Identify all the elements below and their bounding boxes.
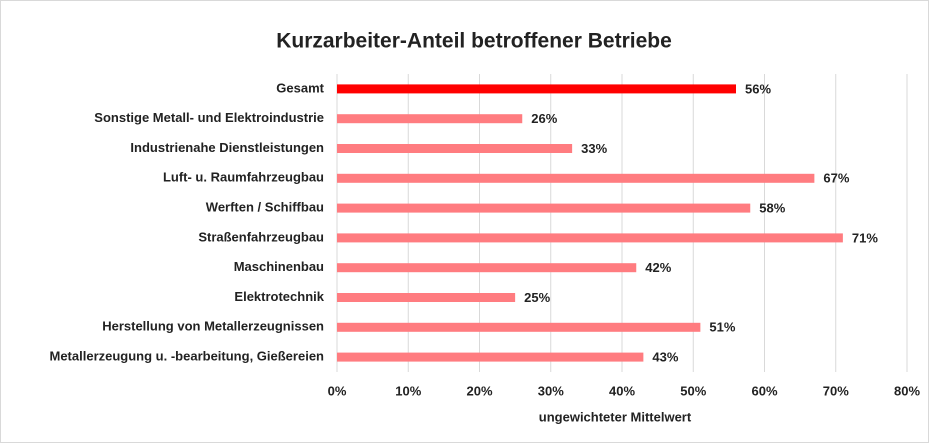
data-label: 71%	[852, 230, 878, 245]
x-tick-label: 50%	[680, 383, 706, 398]
y-tick-label: Luft- u. Raumfahrzeugbau	[163, 170, 324, 185]
x-axis-label: ungewichteter Mittelwert	[539, 409, 692, 424]
y-tick-label: Metallerzeugung u. -bearbeitung, Gießere…	[50, 349, 325, 364]
bar	[337, 203, 751, 213]
data-label: 33%	[581, 141, 607, 156]
x-tick-label: 80%	[894, 383, 920, 398]
bar	[337, 322, 701, 332]
y-tick-label: Elektrotechnik	[234, 289, 324, 304]
data-label: 43%	[652, 350, 678, 365]
data-label: 58%	[759, 201, 785, 216]
y-tick-label: Herstellung von Metallerzeugnissen	[102, 319, 324, 334]
x-tick-label: 20%	[466, 383, 492, 398]
bar	[337, 233, 843, 243]
x-tick-label: 60%	[751, 383, 777, 398]
data-label: 42%	[645, 260, 671, 275]
data-label: 67%	[823, 171, 849, 186]
bar	[337, 173, 815, 183]
x-tick-label: 0%	[328, 383, 347, 398]
bar	[337, 144, 573, 153]
data-label: 25%	[524, 290, 550, 305]
y-tick-label: Industrienahe Dienstleistungen	[130, 140, 324, 155]
data-label: 26%	[531, 111, 557, 126]
bar	[337, 263, 637, 273]
x-tick-label: 30%	[538, 383, 564, 398]
chart-title: Kurzarbeiter-Anteil betroffener Betriebe	[276, 30, 672, 53]
y-tick-label: Maschinenbau	[234, 259, 324, 274]
x-tick-label: 40%	[609, 383, 635, 398]
bar	[337, 114, 523, 124]
y-tick-label: Sonstige Metall- und Elektroindustrie	[94, 110, 324, 125]
y-tick-label: Straßenfahrzeugbau	[198, 229, 324, 244]
y-tick-label: Gesamt	[276, 80, 324, 95]
bar	[337, 352, 644, 362]
data-label: 56%	[745, 81, 771, 96]
x-tick-label: 70%	[823, 383, 849, 398]
y-tick-label: Werften / Schiffbau	[206, 200, 324, 215]
bar	[337, 293, 516, 302]
x-tick-label: 10%	[395, 383, 421, 398]
data-label: 51%	[709, 320, 735, 335]
bar	[337, 84, 736, 94]
